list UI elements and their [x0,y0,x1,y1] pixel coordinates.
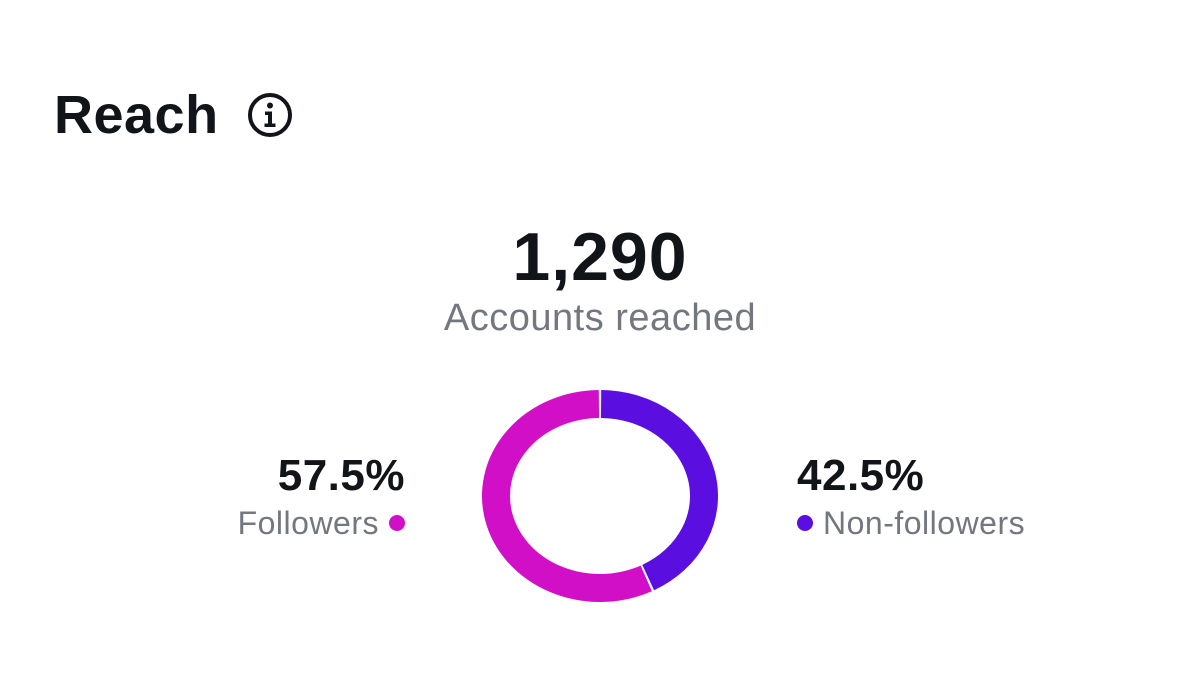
page-title: Reach [54,85,219,145]
info-icon[interactable] [247,92,293,138]
accounts-reached-label: Accounts reached [443,297,757,339]
header: Reach [54,80,293,150]
legend-followers: 57.5% Followers [238,450,405,544]
non-followers-percent: 42.5% [797,451,925,500]
followers-label: Followers [237,505,379,541]
non-followers-segment [600,390,718,591]
accounts-reached-value: 1,290 [512,219,688,295]
followers-segment [482,390,652,602]
non-followers-label: Non-followers [823,505,1026,541]
legend-non-followers: 42.5% Non-followers [797,450,1025,544]
non-followers-legend-dot [797,515,813,531]
followers-percent: 57.5% [277,451,405,500]
reach-donut-chart [482,390,718,602]
followers-legend-dot [389,515,405,531]
